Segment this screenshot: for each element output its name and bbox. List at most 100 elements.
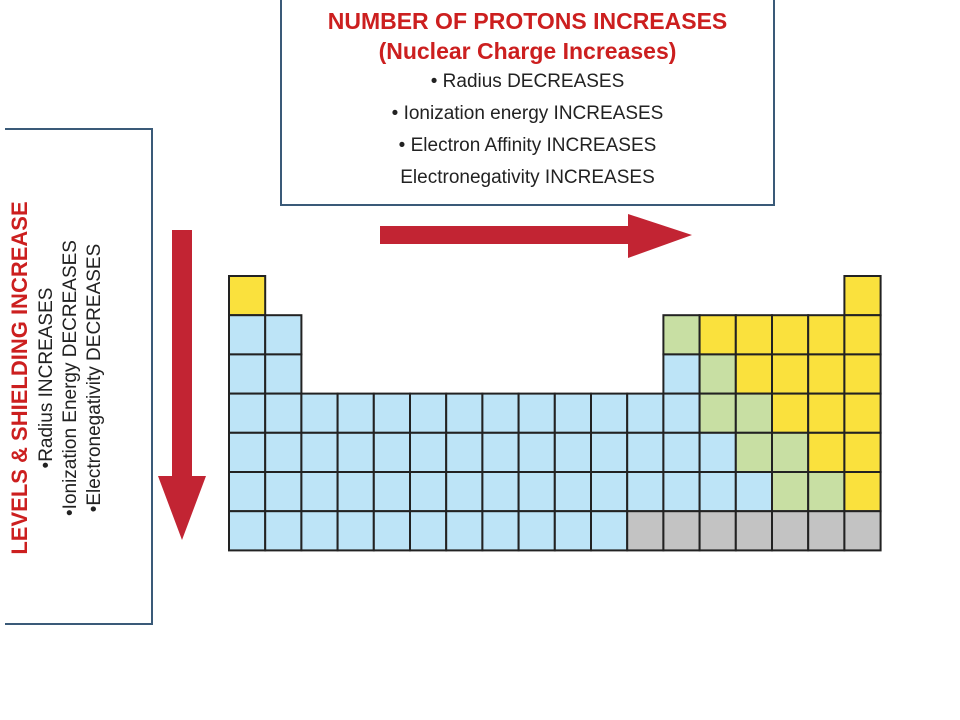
element-cell bbox=[734, 392, 773, 434]
element-cell bbox=[409, 431, 448, 473]
element-cell bbox=[517, 510, 556, 552]
element-cell bbox=[807, 510, 846, 552]
top-title-line1: NUMBER OF PROTONS INCREASES bbox=[327, 8, 728, 34]
element-cell bbox=[698, 314, 737, 356]
element-cell bbox=[264, 392, 303, 434]
element-cell bbox=[662, 353, 701, 395]
element-cell bbox=[590, 392, 629, 434]
element-cell bbox=[698, 471, 737, 513]
element-cell bbox=[553, 471, 592, 513]
element-cell bbox=[228, 275, 267, 317]
element-cell bbox=[228, 314, 267, 356]
element-cell bbox=[734, 353, 773, 395]
element-cell bbox=[481, 510, 520, 552]
element-cell bbox=[734, 314, 773, 356]
element-cell bbox=[409, 471, 448, 513]
element-cell bbox=[590, 431, 629, 473]
element-cell bbox=[481, 431, 520, 473]
element-cell bbox=[300, 431, 339, 473]
element-cell bbox=[300, 471, 339, 513]
top-title-line2: (Nuclear Charge Increases) bbox=[378, 38, 677, 64]
element-cell bbox=[807, 392, 846, 434]
element-cell bbox=[843, 275, 882, 317]
element-cell bbox=[445, 510, 484, 552]
element-cell bbox=[372, 471, 411, 513]
element-cell bbox=[409, 392, 448, 434]
top-text-box: NUMBER OF PROTONS INCREASES (Nuclear Cha… bbox=[280, 0, 775, 206]
element-cell bbox=[662, 314, 701, 356]
down-arrow-icon bbox=[158, 230, 206, 540]
element-cell bbox=[409, 510, 448, 552]
element-cell bbox=[264, 431, 303, 473]
element-cell bbox=[626, 510, 665, 552]
element-cell bbox=[771, 392, 810, 434]
element-cell bbox=[553, 392, 592, 434]
element-cell bbox=[228, 392, 267, 434]
element-cell bbox=[771, 471, 810, 513]
element-cell bbox=[843, 392, 882, 434]
element-cell bbox=[445, 471, 484, 513]
element-cell bbox=[517, 392, 556, 434]
element-cell bbox=[300, 510, 339, 552]
element-cell bbox=[228, 353, 267, 395]
element-cell bbox=[807, 431, 846, 473]
element-cell bbox=[336, 510, 375, 552]
element-cell bbox=[843, 353, 882, 395]
element-cell bbox=[771, 431, 810, 473]
element-cell bbox=[264, 471, 303, 513]
element-cell bbox=[264, 353, 303, 395]
element-cell bbox=[698, 510, 737, 552]
element-cell bbox=[698, 431, 737, 473]
element-cell bbox=[698, 353, 737, 395]
element-cell bbox=[771, 510, 810, 552]
element-cell bbox=[228, 431, 267, 473]
top-bullet-3: • Electron Affinity INCREASES bbox=[398, 135, 657, 156]
element-cell bbox=[807, 353, 846, 395]
element-cell bbox=[662, 471, 701, 513]
element-cell bbox=[517, 431, 556, 473]
element-cell bbox=[771, 353, 810, 395]
top-bullet-4: Electronegativity INCREASES bbox=[400, 167, 655, 188]
right-arrow-icon bbox=[380, 214, 692, 258]
element-cell bbox=[553, 510, 592, 552]
element-cell bbox=[626, 392, 665, 434]
element-cell bbox=[843, 510, 882, 552]
element-cell bbox=[843, 471, 882, 513]
element-cell bbox=[590, 510, 629, 552]
element-cell bbox=[445, 392, 484, 434]
element-cell bbox=[336, 471, 375, 513]
element-cell bbox=[698, 392, 737, 434]
element-cell bbox=[372, 431, 411, 473]
element-cell bbox=[662, 392, 701, 434]
element-cell bbox=[264, 314, 303, 356]
element-cell bbox=[553, 431, 592, 473]
element-cell bbox=[590, 471, 629, 513]
element-cell bbox=[843, 431, 882, 473]
element-cell bbox=[662, 510, 701, 552]
element-cell bbox=[481, 392, 520, 434]
element-cell bbox=[662, 431, 701, 473]
element-cell bbox=[734, 431, 773, 473]
periodic-table bbox=[228, 275, 882, 552]
element-cell bbox=[228, 510, 267, 552]
element-cell bbox=[372, 510, 411, 552]
element-cell bbox=[336, 392, 375, 434]
element-cell bbox=[481, 471, 520, 513]
element-cell bbox=[734, 471, 773, 513]
element-cell bbox=[264, 510, 303, 552]
top-bullet-1: • Radius DECREASES bbox=[430, 71, 625, 92]
element-cell bbox=[300, 392, 339, 434]
element-cell bbox=[626, 471, 665, 513]
top-bullet-2: • Ionization energy INCREASES bbox=[391, 103, 664, 124]
element-cell bbox=[843, 314, 882, 356]
element-cell bbox=[771, 314, 810, 356]
element-cell bbox=[807, 314, 846, 356]
element-cell bbox=[372, 392, 411, 434]
element-cell bbox=[228, 471, 267, 513]
element-cell bbox=[445, 431, 484, 473]
side-text-box: LEVELS & SHIELDING INCREASE •Radius INCR… bbox=[5, 128, 153, 625]
element-cell bbox=[807, 471, 846, 513]
element-cell bbox=[734, 510, 773, 552]
element-cell bbox=[517, 471, 556, 513]
